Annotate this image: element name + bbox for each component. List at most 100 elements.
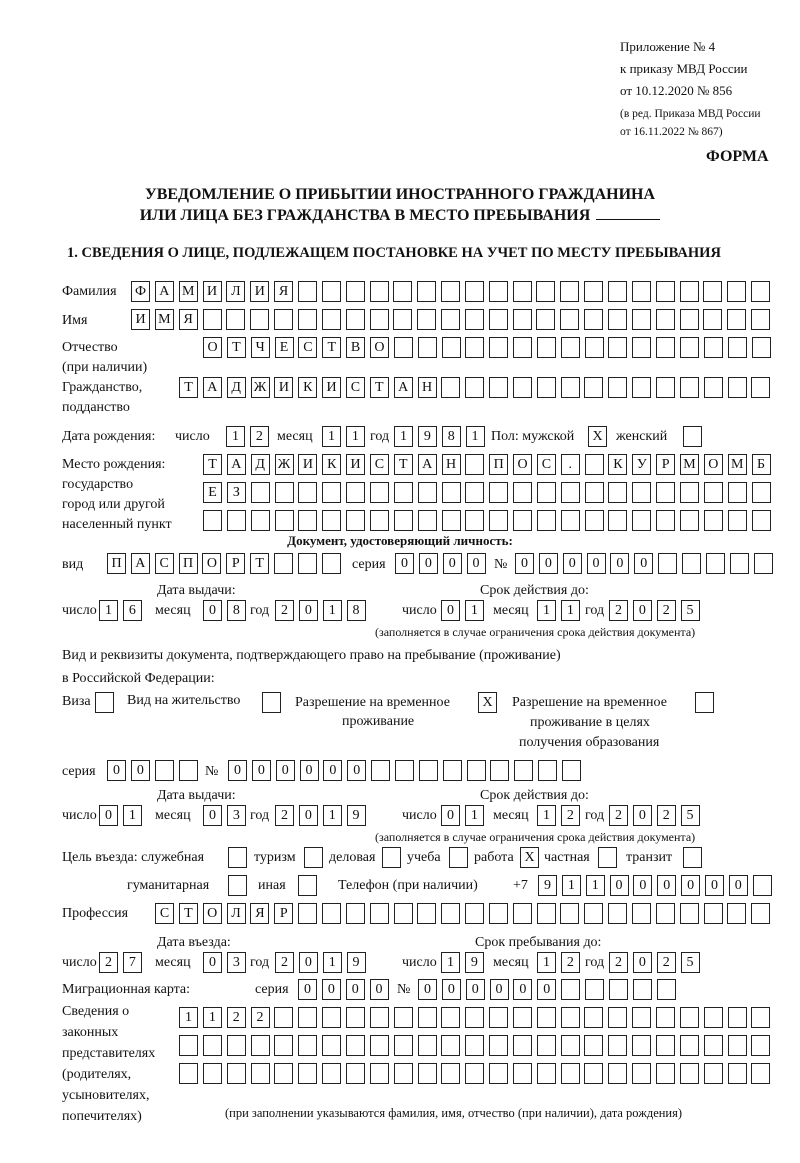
char-box[interactable]: О (703, 454, 723, 475)
char-box[interactable]: 0 (586, 553, 606, 574)
char-box[interactable] (393, 482, 413, 503)
sex-male-checkbox[interactable]: X (588, 426, 612, 448)
char-box[interactable]: И (298, 454, 318, 475)
char-box[interactable] (584, 482, 604, 503)
char-box[interactable] (393, 1035, 413, 1056)
char-box[interactable] (729, 553, 749, 574)
char-box[interactable]: 0 (609, 875, 629, 896)
char-box[interactable]: 2 (275, 952, 294, 973)
char-box[interactable] (560, 903, 580, 924)
char-box[interactable]: 0 (681, 875, 701, 896)
char-box[interactable]: 0 (347, 760, 367, 781)
char-box[interactable] (608, 377, 628, 398)
char-box[interactable] (441, 309, 461, 330)
char-box[interactable]: Т (178, 903, 198, 924)
char-box[interactable] (751, 281, 771, 302)
char-box[interactable] (753, 553, 773, 574)
char-box[interactable] (202, 309, 222, 330)
char-box[interactable] (703, 1063, 723, 1084)
char-box[interactable] (608, 1063, 628, 1084)
char-box[interactable] (727, 510, 747, 531)
char-box[interactable] (345, 309, 365, 330)
char-box[interactable]: А (154, 281, 174, 302)
char-box[interactable] (703, 510, 723, 531)
purpose-humanitarian-checkbox[interactable] (228, 875, 252, 897)
char-box[interactable]: 9 (464, 952, 484, 973)
char-box[interactable] (679, 377, 699, 398)
char-box[interactable]: 9 (346, 805, 366, 826)
char-box[interactable] (465, 482, 485, 503)
char-box[interactable] (465, 377, 485, 398)
sex-female-checkbox[interactable] (683, 426, 707, 448)
char-box[interactable] (250, 309, 270, 330)
char-box[interactable]: 2 (609, 600, 628, 621)
char-box[interactable]: 0 (275, 760, 295, 781)
char-box[interactable] (322, 510, 342, 531)
char-box[interactable] (680, 337, 699, 358)
char-box[interactable] (393, 903, 413, 924)
char-box[interactable] (727, 1035, 747, 1056)
checkbox[interactable] (382, 847, 401, 868)
char-box[interactable] (751, 337, 771, 358)
char-box[interactable] (512, 1007, 532, 1028)
char-box[interactable] (608, 281, 627, 302)
char-box[interactable]: О (369, 337, 389, 358)
char-box[interactable]: П (489, 454, 509, 475)
char-box[interactable]: 1 (464, 600, 484, 621)
char-box[interactable] (631, 309, 651, 330)
char-box[interactable]: 9 (417, 426, 437, 447)
char-box[interactable] (464, 309, 484, 330)
char-box[interactable] (441, 377, 461, 398)
char-box[interactable] (298, 510, 318, 531)
char-box[interactable]: Е (203, 482, 222, 503)
char-box[interactable]: Б (751, 454, 771, 475)
char-box[interactable] (465, 337, 485, 358)
char-box[interactable]: 0 (562, 553, 582, 574)
char-box[interactable] (321, 309, 341, 330)
char-box[interactable]: Ж (274, 454, 294, 475)
char-box[interactable] (703, 309, 723, 330)
char-box[interactable] (465, 454, 485, 475)
purpose-transit-checkbox[interactable] (683, 847, 707, 869)
char-box[interactable]: У (632, 454, 652, 475)
char-box[interactable] (250, 1035, 270, 1056)
char-box[interactable] (489, 482, 509, 503)
char-box[interactable] (727, 1007, 747, 1028)
char-box[interactable] (489, 1063, 509, 1084)
char-box[interactable]: 0 (489, 979, 509, 1000)
char-box[interactable] (727, 1063, 747, 1084)
char-box[interactable]: 1 (560, 600, 580, 621)
char-box[interactable] (536, 309, 556, 330)
char-box[interactable] (274, 1007, 294, 1028)
char-box[interactable] (631, 281, 651, 302)
char-box[interactable]: 0 (632, 952, 652, 973)
char-box[interactable] (536, 377, 556, 398)
char-box[interactable] (514, 760, 534, 781)
char-box[interactable] (441, 1007, 461, 1028)
char-box[interactable]: 0 (465, 979, 485, 1000)
char-box[interactable] (179, 1063, 198, 1084)
char-box[interactable] (632, 482, 652, 503)
temp-residence-checkbox[interactable]: X (478, 692, 502, 714)
char-box[interactable] (656, 1007, 675, 1028)
char-box[interactable] (250, 510, 270, 531)
char-box[interactable] (298, 482, 318, 503)
char-box[interactable]: 0 (251, 760, 271, 781)
char-box[interactable] (179, 1035, 198, 1056)
char-box[interactable]: Д (250, 454, 270, 475)
char-box[interactable]: 2 (560, 952, 580, 973)
char-box[interactable] (466, 760, 486, 781)
char-box[interactable] (417, 1035, 437, 1056)
char-box[interactable] (297, 281, 317, 302)
char-box[interactable]: 1 (322, 600, 342, 621)
char-box[interactable] (345, 903, 365, 924)
char-box[interactable] (226, 309, 246, 330)
